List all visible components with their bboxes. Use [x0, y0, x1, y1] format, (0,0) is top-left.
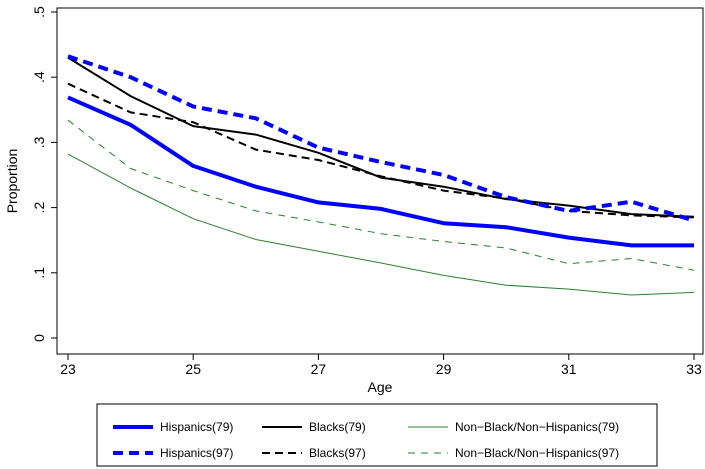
y-tick-label: .5: [31, 6, 47, 18]
x-tick-label: 27: [311, 361, 327, 377]
x-tick-label: 23: [60, 361, 76, 377]
y-tick-label: .2: [31, 202, 47, 214]
y-axis: 0 .1 .2 .3 .4 .5: [31, 6, 57, 342]
x-tick-label: 29: [436, 361, 452, 377]
series-layer: [67, 54, 695, 296]
y-tick-label: 0: [31, 334, 47, 342]
y-axis-label: Proportion: [4, 149, 20, 214]
legend-label-4: Blacks(97): [309, 446, 366, 460]
series-line-1: [67, 56, 695, 218]
legend: Hispanics(79) Blacks(79) Non−Black/Non−His…: [113, 420, 619, 460]
series-line-2: [67, 153, 695, 296]
legend-label-1: Blacks(79): [309, 420, 366, 434]
y-tick-label: .1: [31, 267, 47, 279]
x-tick-label: 25: [185, 361, 201, 377]
x-axis-label: Age: [368, 379, 393, 395]
legend-label-0: Hispanics(79): [160, 420, 233, 434]
series-line-3: [67, 54, 695, 223]
y-tick-label: .3: [31, 136, 47, 148]
series-line-4: [67, 82, 695, 219]
series-line-0: [67, 95, 694, 248]
plot-frame: [56, 7, 704, 355]
x-axis: 23 25 27 29 31 33: [60, 354, 702, 377]
y-tick-label: .4: [31, 71, 47, 83]
legend-label-2: Non−Black/Non−Hispanics(79): [455, 420, 619, 434]
x-tick-label: 33: [686, 361, 702, 377]
legend-label-5: Non−Black/Non−Hispanics(97): [455, 446, 619, 460]
legend-box: [96, 403, 658, 467]
series-line-5: [67, 119, 695, 271]
legend-label-3: Hispanics(97): [160, 446, 233, 460]
x-tick-label: 31: [561, 361, 577, 377]
